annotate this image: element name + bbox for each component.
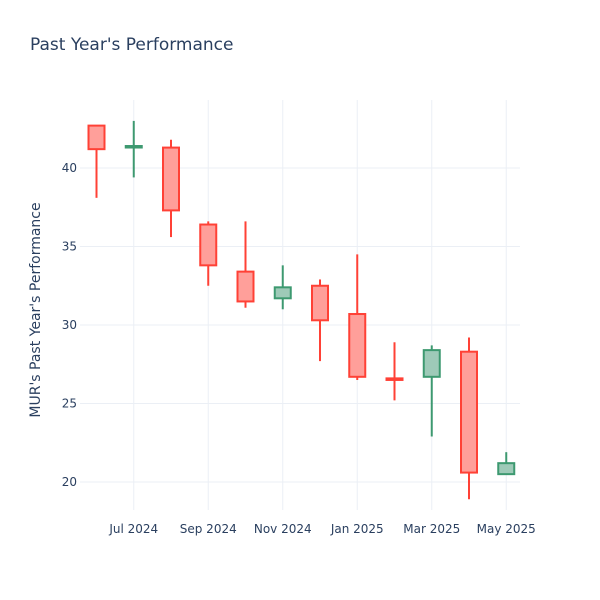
y-tick-label: 40: [62, 161, 77, 175]
x-tick-label: Nov 2024: [254, 522, 312, 536]
candle-body: [236, 270, 255, 303]
x-tick-label: Jan 2025: [330, 522, 384, 536]
candle-body: [273, 286, 292, 300]
candle-body: [422, 349, 441, 378]
candle-body: [87, 124, 106, 151]
y-tick-label: 20: [62, 475, 77, 489]
candle: [497, 452, 516, 476]
candle: [348, 254, 367, 380]
y-tick-label: 35: [62, 240, 77, 254]
x-tick-label: Mar 2025: [403, 522, 460, 536]
candle: [124, 120, 143, 178]
candle: [236, 221, 255, 308]
candle-body: [199, 223, 218, 267]
candle-body: [311, 284, 329, 322]
y-tick-label: 30: [62, 318, 77, 332]
x-axis-ticks: Jul 2024 Sep 2024 Nov 2024 Jan 2025 Mar 2025…: [108, 522, 536, 536]
candle-body: [385, 377, 404, 381]
candle: [385, 342, 404, 401]
candle: [311, 279, 329, 362]
candle-body: [124, 145, 143, 149]
y-axis-ticks: 20 25 30 35 40: [62, 161, 77, 489]
y-tick-label: 25: [62, 397, 77, 411]
x-tick-label: May 2025: [477, 522, 536, 536]
candle: [87, 124, 106, 198]
x-tick-label: Sep 2024: [180, 522, 237, 536]
candle: [460, 337, 478, 500]
candle-body: [460, 350, 478, 474]
chart-title: Past Year's Performance: [30, 35, 234, 55]
y-axis-label: MUR's Past Year's Performance: [28, 202, 44, 417]
grid-lines: [80, 100, 520, 510]
candle-body: [162, 146, 180, 212]
candle: [422, 345, 441, 437]
candle: [199, 221, 218, 286]
candle-body: [348, 313, 367, 378]
candles: [87, 120, 516, 500]
candle: [273, 265, 292, 310]
candle: [162, 139, 180, 238]
x-tick-label: Jul 2024: [108, 522, 158, 536]
candle-body: [497, 462, 516, 476]
